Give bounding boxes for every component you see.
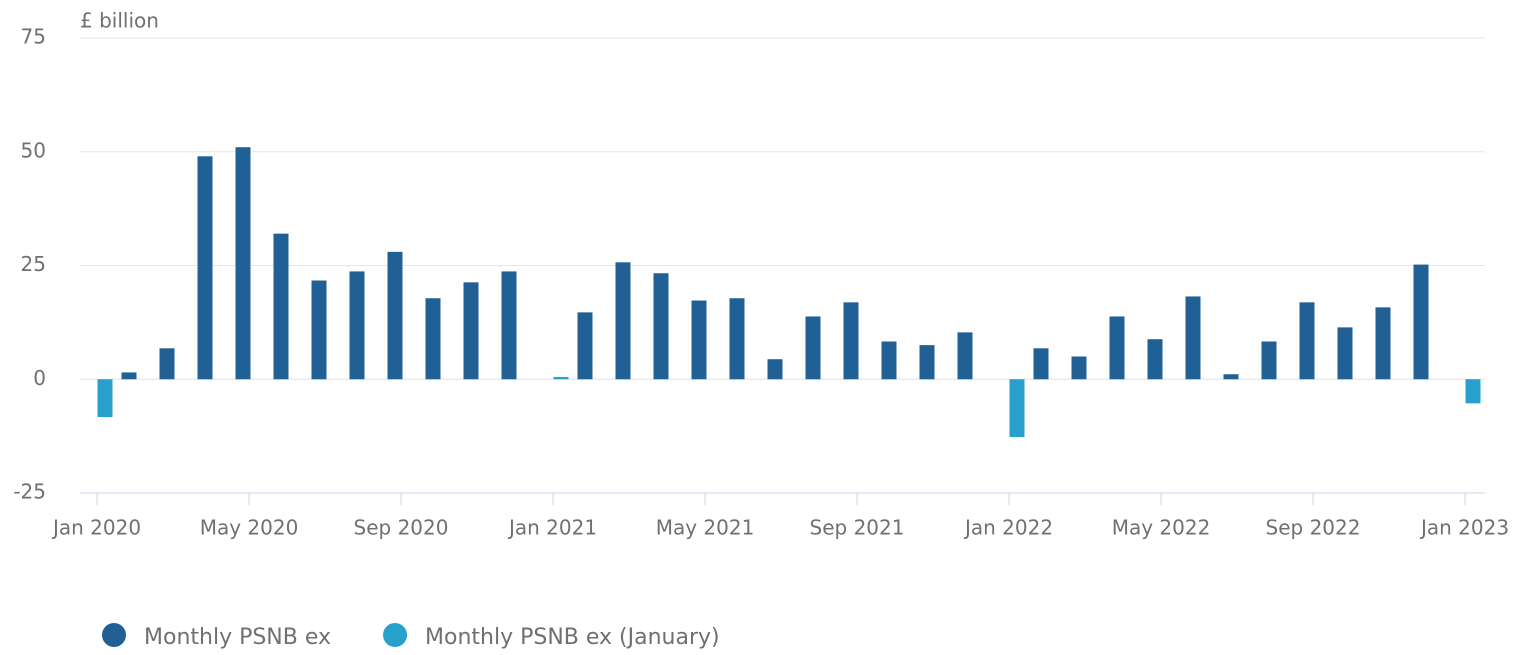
y-tick-label: -25 [13, 480, 46, 504]
legend-label: Monthly PSNB ex (January) [425, 625, 720, 650]
bar [1147, 339, 1163, 380]
bar [767, 359, 783, 380]
bar [1465, 379, 1481, 404]
bar [1109, 316, 1125, 380]
bar [349, 271, 365, 380]
y-tick-label: 25 [21, 252, 46, 276]
x-tick-label: Jan 2020 [51, 516, 141, 540]
bar [843, 302, 859, 380]
y-axis-label: £ billion [80, 9, 159, 33]
bar [1337, 327, 1353, 380]
bar [1375, 307, 1391, 380]
bar [235, 147, 251, 380]
bar [577, 312, 593, 380]
bar [653, 273, 669, 380]
bar [1413, 264, 1429, 380]
y-tick-label: 75 [21, 25, 46, 49]
bar [553, 376, 569, 380]
x-tick-label: Sep 2022 [1266, 516, 1361, 540]
bar [615, 262, 631, 380]
bar [881, 341, 897, 380]
bar [1033, 348, 1049, 380]
y-tick-label: 0 [33, 366, 46, 390]
bar [1185, 296, 1201, 380]
bar [1071, 356, 1087, 380]
bar [97, 379, 113, 418]
bar [1009, 379, 1025, 438]
legend-marker [102, 623, 126, 647]
bar [919, 345, 935, 380]
bar [387, 251, 403, 380]
bar [425, 298, 441, 380]
bar [501, 271, 517, 380]
legend-label: Monthly PSNB ex [144, 625, 331, 650]
y-tick-label: 50 [21, 138, 46, 162]
x-tick-label: May 2020 [200, 516, 299, 540]
x-tick-label: Jan 2022 [963, 516, 1053, 540]
bar [273, 233, 289, 380]
bar [463, 282, 479, 380]
bar [805, 316, 821, 380]
bar [159, 348, 175, 380]
x-tick-label: Jan 2021 [507, 516, 597, 540]
bar [691, 300, 707, 380]
bar [729, 298, 745, 380]
bar [1261, 341, 1277, 380]
bar [197, 156, 213, 380]
x-tick-label: Sep 2021 [810, 516, 905, 540]
x-tick-label: Jan 2023 [1419, 516, 1509, 540]
legend-marker [383, 623, 408, 647]
x-tick-label: Sep 2020 [354, 516, 449, 540]
bar [121, 372, 137, 380]
bar [957, 332, 973, 380]
x-tick-label: May 2022 [1112, 516, 1211, 540]
x-tick-label: May 2021 [656, 516, 755, 540]
bar [1299, 302, 1315, 380]
bar [1223, 374, 1239, 380]
bar [311, 280, 327, 380]
